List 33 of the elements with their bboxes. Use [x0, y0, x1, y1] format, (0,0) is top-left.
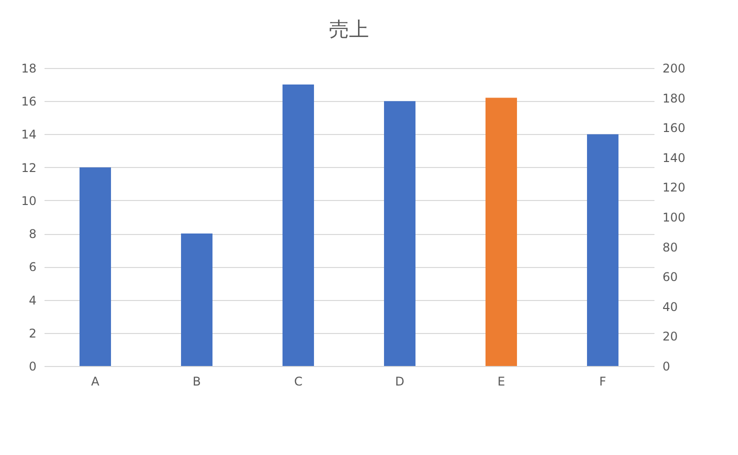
y-tick-label: 6	[28, 260, 36, 274]
y2-tick-label: 160	[662, 121, 686, 136]
y2-tick-label: 0	[662, 360, 670, 374]
y-tick-label: 18	[21, 62, 36, 76]
bar	[587, 134, 618, 366]
bar	[80, 167, 111, 366]
chart-title: 売上	[329, 17, 369, 41]
y2-tick-label: 200	[662, 62, 686, 76]
x-tick-label: F	[599, 374, 606, 388]
y2-tick-label: 40	[662, 300, 678, 314]
x-tick-label: C	[294, 374, 302, 388]
bar	[282, 84, 314, 366]
y2-tick-label: 20	[662, 330, 678, 344]
y2-tick-label: 60	[662, 270, 678, 284]
x-tick-label: A	[91, 374, 100, 388]
bar	[384, 101, 416, 366]
y-tick-label: 10	[21, 194, 36, 208]
x-tick-label: B	[192, 374, 201, 388]
y-tick-label: 8	[28, 227, 36, 242]
y-tick-label: 14	[21, 128, 36, 142]
y2-tick-label: 140	[662, 150, 686, 165]
x-tick-label: E	[497, 374, 506, 388]
y2-tick-label: 100	[662, 210, 686, 224]
y-tick-label: 16	[21, 94, 36, 109]
y2-tick-label: 80	[662, 240, 678, 254]
y2-tick-label: 180	[662, 91, 686, 106]
y-tick-label: 12	[21, 160, 36, 175]
x-tick-label: D	[395, 374, 404, 388]
y-tick-label: 4	[28, 293, 36, 308]
y2-tick-label: 120	[662, 180, 686, 195]
y-tick-label: 2	[28, 326, 36, 340]
y-tick-label: 0	[28, 360, 36, 374]
bar	[181, 234, 212, 366]
